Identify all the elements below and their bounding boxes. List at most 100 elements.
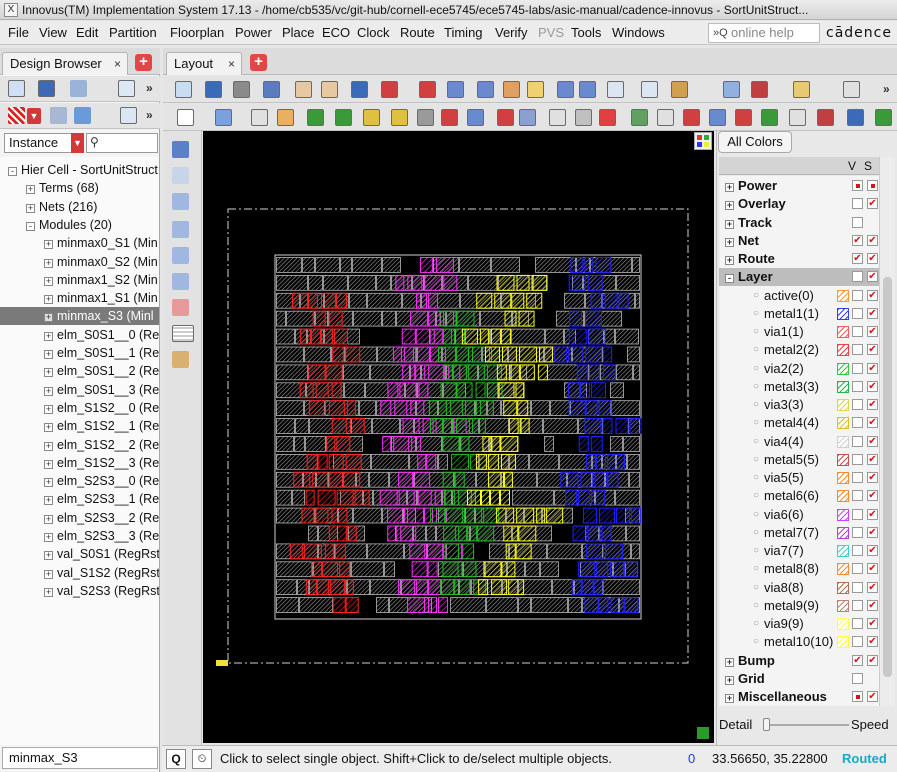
toolbar2-tool-11-icon[interactable]	[497, 109, 514, 126]
module-cell[interactable]	[496, 364, 507, 381]
std-cell[interactable]	[631, 543, 640, 560]
layer-row[interactable]: ○ via7(7) ✔	[719, 542, 879, 560]
module-cell[interactable]	[460, 436, 470, 452]
more-chevron-icon-2[interactable]: »	[146, 108, 153, 122]
color-group-power[interactable]: + Power	[719, 177, 879, 195]
toolbar2-tool-0-icon[interactable]	[177, 109, 194, 126]
expand-icon[interactable]: +	[725, 218, 734, 229]
expand-icon[interactable]: +	[44, 568, 53, 579]
module-cell[interactable]	[443, 525, 457, 542]
module-cell[interactable]	[328, 400, 345, 417]
std-cell[interactable]	[627, 453, 640, 470]
std-cell[interactable]	[604, 328, 615, 345]
module-cell[interactable]	[467, 364, 485, 381]
layer-color-swatch[interactable]	[837, 399, 849, 411]
module-cell[interactable]	[580, 382, 591, 399]
close-icon[interactable]: ×	[227, 57, 235, 71]
module-cell[interactable]	[292, 292, 309, 309]
std-cell[interactable]	[367, 543, 404, 560]
std-cell[interactable]	[518, 597, 531, 613]
toolbar2-tool-18-icon[interactable]	[683, 109, 700, 126]
module-cell[interactable]	[578, 436, 589, 452]
layer-row[interactable]: ○ metal7(7) ✔	[719, 524, 879, 542]
online-help-input[interactable]: »Q online help	[708, 23, 820, 43]
visible-checkbox[interactable]	[852, 180, 863, 191]
visible-checkbox[interactable]	[852, 563, 863, 575]
expand-icon[interactable]: +	[44, 312, 53, 323]
module-cell[interactable]	[624, 597, 639, 614]
module-cell[interactable]	[496, 274, 515, 291]
scrollbar-thumb[interactable]	[883, 277, 892, 677]
module-cell[interactable]	[456, 346, 470, 363]
selectable-checkbox[interactable]: ✔	[867, 636, 878, 648]
tree-row[interactable]: + Terms (68)	[0, 179, 159, 197]
std-cell[interactable]	[292, 489, 305, 506]
module-cell[interactable]	[471, 418, 486, 435]
layer-row[interactable]: ○ metal4(4) ✔	[719, 414, 879, 432]
module-cell[interactable]	[610, 561, 625, 578]
std-cell[interactable]	[323, 274, 348, 291]
module-cell[interactable]	[458, 525, 468, 542]
module-cell[interactable]	[401, 328, 416, 345]
std-cell[interactable]	[635, 292, 640, 309]
module-cell[interactable]	[590, 292, 603, 309]
selectable-checkbox[interactable]: ✔	[867, 545, 878, 556]
tree-row[interactable]: + val_S2S3 (RegRst_	[0, 582, 159, 600]
std-cell[interactable]	[426, 525, 436, 542]
std-cell[interactable]	[367, 292, 402, 309]
std-cell[interactable]	[529, 453, 559, 470]
query-button[interactable]: Q	[166, 749, 186, 769]
module-cell[interactable]	[419, 257, 433, 273]
toolbar2-tool-19-icon[interactable]	[709, 109, 726, 126]
palette-icon[interactable]	[694, 132, 712, 150]
tree-row[interactable]: + elm_S1S2__3 (Reg	[0, 454, 159, 472]
toolbar1-tool-12-icon[interactable]	[527, 81, 544, 98]
visible-checkbox[interactable]	[852, 362, 863, 374]
module-cell[interactable]	[490, 328, 501, 345]
selectable-checkbox[interactable]: ✔	[867, 234, 878, 246]
module-cell[interactable]	[467, 525, 478, 542]
tree-row[interactable]: + elm_S2S3__1 (Reg	[0, 490, 159, 508]
module-cell[interactable]	[502, 346, 518, 363]
std-cell[interactable]	[552, 579, 574, 596]
tree-row[interactable]: + minmax1_S1 (Min	[0, 289, 159, 307]
std-cell[interactable]	[629, 471, 640, 488]
layer-color-swatch[interactable]	[837, 526, 849, 539]
expand-icon[interactable]: +	[26, 184, 35, 195]
module-cell[interactable]	[427, 561, 438, 578]
toolbar1-tool-10-icon[interactable]	[477, 81, 494, 98]
module-cell[interactable]	[598, 597, 609, 614]
visible-checkbox[interactable]	[852, 526, 863, 538]
tree-row[interactable]: + minmax1_S2 (Min	[0, 271, 159, 289]
layer-row[interactable]: ○ metal5(5) ✔	[719, 451, 879, 469]
module-cell[interactable]	[411, 436, 422, 452]
module-cell[interactable]	[315, 382, 329, 399]
menu-eco[interactable]: ECO	[322, 25, 351, 40]
toolbar2-tool-13-icon[interactable]	[549, 109, 566, 126]
module-cell[interactable]	[482, 436, 492, 452]
toolbar2-tool-7-icon[interactable]	[391, 109, 408, 126]
module-cell[interactable]	[508, 418, 519, 435]
toolbar2-tool-15-icon[interactable]	[599, 109, 616, 126]
std-cell[interactable]	[382, 257, 401, 273]
module-cell[interactable]	[572, 525, 587, 542]
layer-color-swatch[interactable]	[837, 289, 849, 302]
visible-checkbox[interactable]: ✔	[852, 253, 863, 264]
selectable-checkbox[interactable]: ✔	[867, 271, 878, 283]
visible-checkbox[interactable]	[852, 581, 863, 593]
std-cell[interactable]	[610, 382, 624, 399]
std-cell[interactable]	[369, 471, 389, 488]
std-cell[interactable]	[438, 453, 448, 470]
module-cell[interactable]	[479, 400, 494, 417]
selectable-checkbox[interactable]: ✔	[867, 289, 878, 301]
expand-icon[interactable]: +	[44, 532, 53, 542]
selectable-checkbox[interactable]: ✔	[867, 563, 878, 575]
std-cell[interactable]	[545, 328, 564, 345]
visible-checkbox[interactable]	[852, 636, 863, 648]
std-cell[interactable]	[459, 257, 491, 273]
selectable-checkbox[interactable]: ✔	[867, 472, 878, 483]
selectable-checkbox[interactable]: ✔	[867, 435, 878, 447]
module-cell[interactable]	[568, 328, 587, 345]
std-cell[interactable]	[276, 310, 286, 327]
module-cell[interactable]	[461, 543, 475, 560]
